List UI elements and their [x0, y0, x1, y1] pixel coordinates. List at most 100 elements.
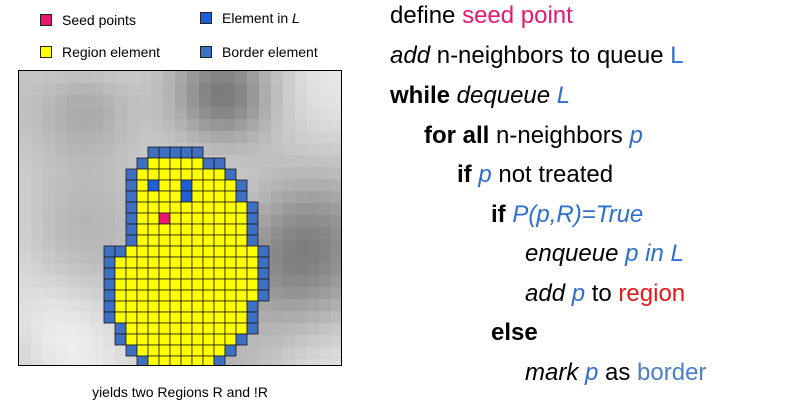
background-pixel	[43, 155, 55, 167]
background-pixel	[271, 227, 283, 239]
region-cell	[213, 289, 226, 302]
region-cell	[246, 256, 259, 269]
region-cell	[224, 223, 237, 236]
background-pixel	[67, 275, 79, 287]
background-pixel	[283, 191, 295, 203]
background-pixel	[271, 263, 283, 275]
region-cell	[136, 212, 149, 225]
region-cell	[224, 190, 237, 203]
background-pixel	[235, 143, 247, 155]
region-cell	[169, 157, 182, 170]
region-cell	[202, 300, 215, 313]
background-pixel	[103, 359, 115, 365]
background-pixel	[115, 83, 127, 95]
background-pixel	[223, 95, 235, 107]
background-pixel	[55, 95, 67, 107]
border-cell	[257, 289, 270, 302]
region-cell	[169, 267, 182, 280]
seed-cell	[158, 212, 171, 225]
background-pixel	[79, 107, 91, 119]
region-cell	[147, 245, 160, 258]
background-pixel	[31, 323, 43, 335]
background-pixel	[283, 119, 295, 131]
region-cell	[191, 355, 204, 365]
region-cell	[180, 234, 193, 247]
background-pixel	[19, 71, 31, 83]
background-pixel	[55, 143, 67, 155]
background-pixel	[259, 155, 271, 167]
border-cell	[246, 234, 259, 247]
region-cell	[158, 179, 171, 192]
background-pixel	[31, 107, 43, 119]
legend-seed-label: Seed points	[62, 12, 136, 28]
background-pixel	[91, 227, 103, 239]
background-pixel	[283, 347, 295, 359]
legend-region-label: Region element	[62, 44, 161, 60]
region-cell	[136, 179, 149, 192]
region-cell	[224, 201, 237, 214]
background-pixel	[319, 275, 331, 287]
background-pixel	[235, 71, 247, 83]
background-pixel	[67, 347, 79, 359]
background-pixel	[31, 215, 43, 227]
region-cell	[136, 190, 149, 203]
background-pixel	[115, 155, 127, 167]
region-cell	[125, 267, 138, 280]
region-cell	[224, 300, 237, 313]
region-cell	[125, 311, 138, 324]
region-cell	[180, 344, 193, 357]
region-cell	[235, 234, 248, 247]
background-pixel	[103, 347, 115, 359]
background-pixel	[31, 131, 43, 143]
region-cell	[224, 179, 237, 192]
background-pixel	[19, 167, 31, 179]
background-pixel	[319, 215, 331, 227]
border-cell	[180, 146, 193, 159]
background-pixel	[79, 155, 91, 167]
background-pixel	[55, 239, 67, 251]
region-cell	[136, 300, 149, 313]
border-cell	[114, 333, 127, 346]
background-pixel	[67, 299, 79, 311]
background-pixel	[43, 251, 55, 263]
background-pixel	[235, 155, 247, 167]
algo-line-5: if p not treated	[457, 161, 614, 188]
background-pixel	[151, 131, 163, 143]
region-cell	[202, 223, 215, 236]
background-pixel	[259, 299, 271, 311]
background-pixel	[55, 263, 67, 275]
background-pixel	[211, 71, 223, 83]
background-pixel	[19, 107, 31, 119]
background-pixel	[307, 155, 319, 167]
background-pixel	[55, 251, 67, 263]
background-pixel	[79, 179, 91, 191]
background-pixel	[79, 311, 91, 323]
background-pixel	[139, 71, 151, 83]
background-pixel	[331, 239, 341, 251]
region-cell	[235, 245, 248, 258]
background-pixel	[259, 131, 271, 143]
background-pixel	[43, 263, 55, 275]
background-pixel	[31, 347, 43, 359]
background-pixel	[259, 323, 271, 335]
region-cell	[147, 344, 160, 357]
border-cell	[246, 212, 259, 225]
background-pixel	[271, 323, 283, 335]
region-cell	[191, 223, 204, 236]
background-pixel	[199, 119, 211, 131]
background-pixel	[67, 251, 79, 263]
region-cell	[224, 256, 237, 269]
background-pixel	[295, 335, 307, 347]
background-pixel	[19, 179, 31, 191]
background-pixel	[127, 71, 139, 83]
region-cell	[224, 289, 237, 302]
border-cell	[103, 256, 116, 269]
region-cell	[125, 245, 138, 258]
queue-swatch	[200, 12, 212, 24]
algo-line-3: while dequeue L	[390, 82, 571, 109]
region-cell	[147, 311, 160, 324]
background-pixel	[283, 239, 295, 251]
background-pixel	[67, 191, 79, 203]
background-pixel	[31, 227, 43, 239]
background-pixel	[295, 239, 307, 251]
